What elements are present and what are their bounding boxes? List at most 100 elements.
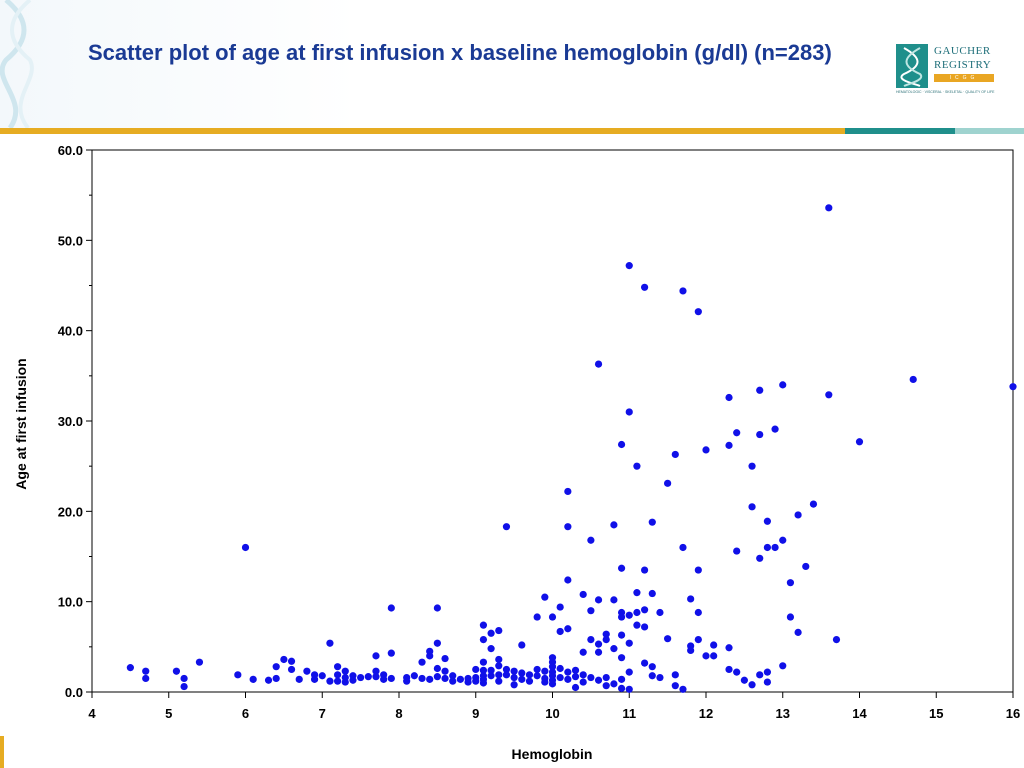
data-point bbox=[495, 662, 503, 670]
data-point bbox=[617, 675, 626, 683]
data-point bbox=[334, 677, 342, 685]
data-point bbox=[564, 675, 572, 683]
data-point bbox=[625, 685, 633, 693]
data-point bbox=[687, 646, 695, 655]
data-point bbox=[756, 671, 764, 679]
header-rule-teal bbox=[845, 128, 955, 134]
data-point bbox=[571, 673, 580, 681]
data-point bbox=[694, 608, 702, 617]
x-tick-label: 11 bbox=[622, 706, 636, 721]
data-point bbox=[625, 262, 633, 270]
data-point bbox=[694, 566, 702, 574]
data-point bbox=[495, 677, 503, 685]
data-point bbox=[172, 667, 181, 675]
data-point bbox=[909, 375, 917, 384]
data-point bbox=[541, 667, 549, 675]
data-point bbox=[556, 673, 564, 682]
data-point bbox=[272, 674, 280, 683]
data-point bbox=[472, 677, 480, 685]
data-point bbox=[702, 652, 710, 660]
data-point bbox=[541, 593, 549, 601]
data-point bbox=[548, 663, 557, 671]
data-point bbox=[648, 663, 656, 671]
y-axis-ticks: 0.0 10.0 20.0 30.0 40.0 50.0 60.0 bbox=[58, 143, 92, 700]
data-point bbox=[426, 675, 434, 683]
data-point bbox=[748, 503, 756, 511]
x-tick-label: 7 bbox=[319, 706, 326, 721]
data-point bbox=[594, 648, 603, 656]
data-point bbox=[725, 665, 733, 674]
data-point bbox=[625, 611, 633, 619]
data-point bbox=[287, 665, 296, 674]
data-point bbox=[418, 674, 426, 683]
data-point bbox=[825, 391, 833, 399]
data-point bbox=[756, 386, 764, 394]
data-point bbox=[426, 652, 434, 660]
data-point bbox=[786, 613, 795, 621]
data-point bbox=[656, 673, 664, 682]
data-point bbox=[249, 675, 257, 683]
data-point bbox=[641, 566, 649, 574]
data-point bbox=[510, 667, 518, 675]
data-point bbox=[579, 648, 587, 656]
data-point bbox=[510, 673, 518, 682]
data-point bbox=[648, 672, 656, 680]
y-tick-label: 20.0 bbox=[58, 504, 83, 519]
data-point bbox=[710, 641, 718, 649]
data-point bbox=[449, 677, 457, 685]
y-tick-label: 50.0 bbox=[58, 233, 83, 248]
x-tick-label: 12 bbox=[699, 706, 713, 721]
data-point bbox=[287, 657, 296, 665]
data-point bbox=[556, 603, 564, 611]
data-point bbox=[594, 640, 603, 648]
x-tick-label: 14 bbox=[852, 706, 867, 721]
data-point bbox=[334, 663, 342, 671]
data-point bbox=[433, 604, 441, 612]
data-point bbox=[832, 636, 841, 644]
data-point bbox=[771, 425, 779, 433]
data-point bbox=[594, 596, 603, 604]
data-point bbox=[679, 685, 687, 693]
data-point bbox=[710, 652, 718, 660]
x-tick-label: 8 bbox=[395, 706, 402, 721]
data-point bbox=[748, 681, 756, 689]
data-point bbox=[326, 639, 334, 647]
data-point bbox=[587, 673, 595, 682]
data-point bbox=[502, 523, 511, 531]
data-point bbox=[617, 440, 626, 449]
y-tick-label: 60.0 bbox=[58, 143, 83, 158]
data-point bbox=[272, 663, 280, 671]
data-point bbox=[779, 381, 787, 389]
data-point bbox=[571, 683, 580, 692]
x-tick-label: 4 bbox=[88, 706, 96, 721]
data-point bbox=[441, 674, 449, 683]
data-point bbox=[809, 500, 818, 508]
data-point bbox=[180, 682, 188, 691]
x-tick-label: 10 bbox=[545, 706, 559, 721]
y-tick-label: 10.0 bbox=[58, 595, 83, 610]
data-point bbox=[533, 672, 541, 680]
y-axis-title: Age at first infusion bbox=[13, 358, 29, 489]
data-point bbox=[633, 621, 641, 629]
data-point bbox=[479, 666, 488, 674]
data-point bbox=[725, 393, 733, 402]
data-point bbox=[341, 678, 349, 686]
data-point bbox=[602, 682, 610, 690]
data-point bbox=[641, 659, 649, 667]
data-point bbox=[779, 536, 787, 544]
data-point bbox=[142, 674, 150, 683]
data-point bbox=[403, 677, 411, 685]
data-point bbox=[533, 665, 541, 674]
scatter-points bbox=[126, 204, 1017, 693]
data-point bbox=[1009, 383, 1017, 391]
data-point bbox=[441, 667, 449, 675]
data-point bbox=[617, 654, 626, 662]
data-point bbox=[464, 678, 472, 686]
data-point bbox=[334, 671, 342, 679]
data-point bbox=[372, 667, 380, 675]
data-point bbox=[664, 479, 672, 487]
data-point bbox=[241, 543, 250, 552]
data-point bbox=[702, 446, 710, 454]
data-point bbox=[433, 639, 441, 647]
data-point bbox=[687, 595, 695, 603]
